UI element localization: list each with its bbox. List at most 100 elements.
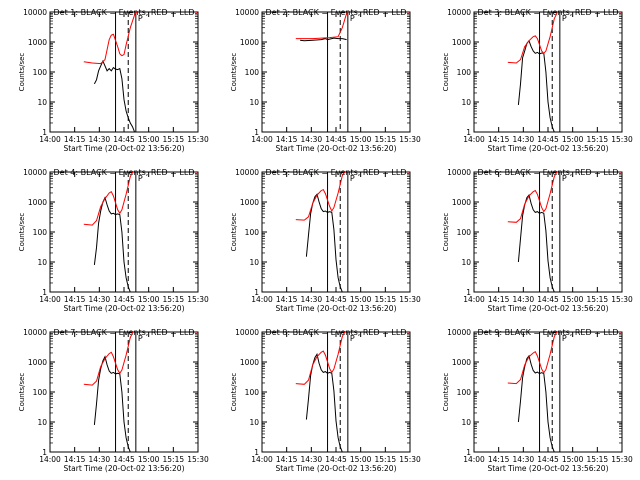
- series-events-line: [93, 59, 136, 132]
- plot-frame: [261, 11, 411, 133]
- series-lld-line: [295, 172, 410, 221]
- marker-label: P: [562, 14, 567, 23]
- y-tick-label: 10000: [235, 168, 259, 177]
- x-tick-label: 14:45: [537, 295, 559, 304]
- plot-frame: [261, 331, 411, 453]
- y-tick-label: 100: [33, 68, 48, 77]
- panel-det-6: Det 6: BLACK = Events, RED = LLD11010010…: [442, 168, 640, 313]
- y-tick-label: 1: [254, 128, 259, 137]
- y-tick-label: 1000: [240, 198, 259, 207]
- plot-frame: [473, 11, 623, 133]
- y-tick-label: 10: [461, 418, 471, 427]
- series-events-line: [93, 196, 131, 292]
- y-tick-label: 1: [466, 288, 471, 297]
- y-tick-label: 1000: [28, 38, 47, 47]
- y-axis-label: Counts/sec: [18, 213, 26, 252]
- y-tick-label: 10000: [447, 168, 471, 177]
- y-tick-label: 100: [245, 228, 260, 237]
- x-tick-label: 14:15: [488, 295, 510, 304]
- series-events-line: [635, 77, 640, 82]
- plot-frame: [49, 11, 199, 133]
- x-tick-label: 15:30: [611, 135, 633, 144]
- x-tick-label: 14:30: [513, 135, 535, 144]
- y-axis-label: Counts/sec: [230, 213, 238, 252]
- x-tick-label: 14:00: [463, 455, 485, 464]
- y-tick-label: 1: [42, 448, 47, 457]
- x-tick-label: 15:00: [562, 295, 584, 304]
- x-tick-label: 15:15: [375, 135, 397, 144]
- x-tick-label: 15:15: [587, 455, 609, 464]
- y-tick-label: 10: [249, 258, 259, 267]
- series-events-line: [635, 397, 640, 438]
- x-tick-label: 15:30: [399, 295, 421, 304]
- marker-label: P: [350, 174, 355, 183]
- x-tick-label: 15:30: [399, 135, 421, 144]
- series-lld-line: [83, 172, 198, 226]
- x-tick-label: 15:30: [187, 295, 209, 304]
- x-axis-label: Start Time (20-Oct-02 13:56:20): [487, 144, 608, 153]
- plot-frame: [473, 331, 623, 453]
- x-tick-label: 14:30: [89, 135, 111, 144]
- x-tick-label: 15:00: [138, 135, 160, 144]
- y-tick-label: 1: [254, 448, 259, 457]
- x-tick-label: 15:30: [611, 455, 633, 464]
- x-tick-label: 15:30: [399, 455, 421, 464]
- y-tick-label: 10000: [23, 8, 47, 17]
- y-tick-label: 1: [466, 128, 471, 137]
- x-tick-label: 14:00: [463, 135, 485, 144]
- y-tick-label: 10: [461, 98, 471, 107]
- y-tick-label: 10: [37, 98, 47, 107]
- x-tick-label: 15:15: [587, 295, 609, 304]
- x-tick-label: 14:00: [251, 295, 273, 304]
- x-tick-label: 14:15: [276, 135, 298, 144]
- y-tick-label: 10: [37, 258, 47, 267]
- y-tick-label: 1000: [240, 38, 259, 47]
- marker-label: C: [439, 334, 445, 343]
- x-tick-label: 14:45: [113, 135, 135, 144]
- x-tick-label: 14:00: [39, 295, 61, 304]
- x-axis-label: Start Time (20-Oct-02 13:56:20): [63, 464, 184, 473]
- series-lld-line: [507, 172, 622, 223]
- y-tick-label: 100: [457, 388, 472, 397]
- x-tick-label: 14:30: [89, 455, 111, 464]
- x-tick-label: 14:00: [251, 455, 273, 464]
- series-lld-line: [507, 332, 622, 385]
- x-tick-label: 15:30: [611, 295, 633, 304]
- y-tick-label: 1: [42, 128, 47, 137]
- y-tick-label: 10000: [235, 328, 259, 337]
- x-tick-label: 14:45: [325, 135, 347, 144]
- marker-label: C: [227, 334, 233, 343]
- plot-frame: [49, 331, 199, 453]
- x-tick-label: 15:00: [138, 455, 160, 464]
- marker-label: C: [227, 14, 233, 23]
- plot-frame: [473, 171, 623, 293]
- series-events-line: [517, 39, 555, 132]
- series-events-line: [635, 239, 640, 245]
- series-events-line: [517, 194, 555, 292]
- y-axis-label: Counts/sec: [18, 53, 26, 92]
- y-tick-label: 100: [457, 228, 472, 237]
- y-axis-label: Counts/sec: [230, 373, 238, 412]
- plot-area: PC: [507, 332, 640, 452]
- x-axis-label: Start Time (20-Oct-02 13:56:20): [63, 144, 184, 153]
- x-tick-label: 14:45: [113, 455, 135, 464]
- y-tick-label: 1000: [28, 198, 47, 207]
- x-tick-label: 15:15: [163, 135, 185, 144]
- marker-label: P: [138, 174, 143, 183]
- y-axis-label: Counts/sec: [230, 53, 238, 92]
- y-tick-label: 10000: [23, 328, 47, 337]
- x-tick-label: 14:00: [39, 135, 61, 144]
- y-tick-label: 10: [461, 258, 471, 267]
- x-tick-label: 14:15: [488, 455, 510, 464]
- marker-label: P: [562, 334, 567, 343]
- y-tick-label: 1: [42, 288, 47, 297]
- y-tick-label: 1000: [452, 198, 471, 207]
- series-events-line: [300, 37, 347, 42]
- x-tick-label: 15:30: [187, 135, 209, 144]
- y-tick-label: 100: [33, 388, 48, 397]
- x-tick-label: 14:15: [64, 135, 86, 144]
- panel-det-9: Det 9: BLACK = Events, RED = LLD11010010…: [442, 328, 640, 473]
- y-tick-label: 1000: [452, 358, 471, 367]
